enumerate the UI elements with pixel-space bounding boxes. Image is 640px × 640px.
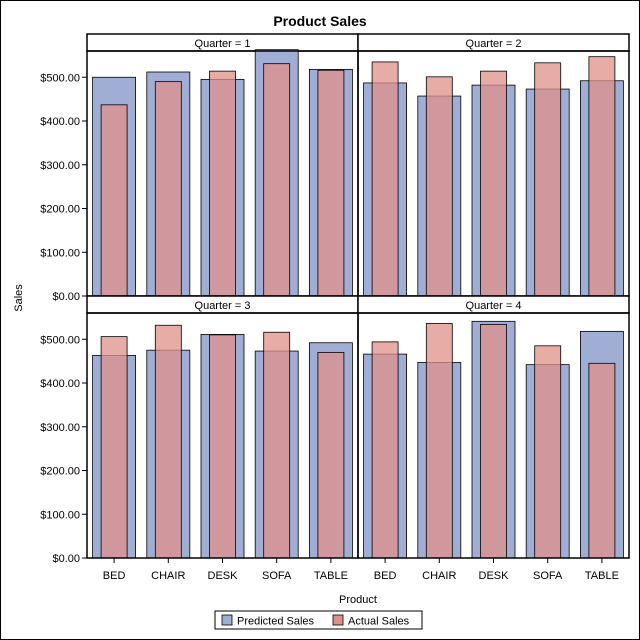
x-tick-label-sofa: SOFA	[262, 570, 292, 582]
y-tick-label: $500.00	[40, 334, 80, 346]
x-tick-label-chair: CHAIR	[422, 570, 456, 582]
x-tick-label-table: TABLE	[585, 570, 619, 582]
bar-actual-chair	[154, 324, 182, 559]
legend-entry-label: Predicted Sales	[237, 616, 315, 628]
panel-label: Quarter = 4	[466, 300, 522, 312]
legend: Predicted Sales Actual Sales	[214, 610, 423, 630]
bar-actual-sofa	[263, 63, 291, 297]
bar-actual-sofa	[263, 331, 291, 559]
panel-quarter-1: Quarter = 1	[86, 33, 359, 297]
y-tick-label: $300.00	[40, 160, 80, 172]
y-tick-label: $300.00	[40, 422, 80, 434]
panel-label: Quarter = 1	[195, 38, 251, 50]
panel-grid: Quarter = 1 Quarter = 2 Quarter = 3 Quarter…	[86, 33, 630, 559]
bar-actual-sofa	[534, 62, 562, 297]
x-tick-label-desk: DESK	[208, 570, 239, 582]
x-tick-label-table: TABLE	[314, 570, 348, 582]
y-tick-label: $0.00	[52, 553, 80, 565]
y-axis-label: Sales	[13, 284, 25, 312]
panel-label: Quarter = 3	[195, 300, 251, 312]
x-axis-label: Product	[339, 594, 377, 606]
bar-actual-bed	[371, 61, 399, 297]
bar-actual-table	[588, 362, 616, 559]
x-tick-label-bed: BED	[103, 570, 126, 582]
x-tick-label-desk: DESK	[479, 570, 510, 582]
y-tick-label: $0.00	[52, 291, 80, 303]
x-tick-label-bed: BED	[374, 570, 397, 582]
bar-actual-bed	[100, 104, 128, 297]
y-tick-label: $400.00	[40, 116, 80, 128]
axes: $0.00 $100.00 $200.00 $300.00 $400.00 $500.00…	[40, 72, 619, 582]
y-tick-label: $500.00	[40, 72, 80, 84]
x-tick-label-chair: CHAIR	[151, 570, 185, 582]
panel-quarter-2: Quarter = 2	[357, 33, 630, 297]
y-tick-label: $400.00	[40, 378, 80, 390]
panel-quarter-4: Quarter = 4	[357, 295, 630, 559]
y-tick-label: $100.00	[40, 247, 80, 259]
legend-swatch	[221, 614, 233, 626]
panel-label: Quarter = 2	[466, 38, 522, 50]
bar-actual-bed	[100, 336, 128, 559]
bar-actual-table	[588, 56, 616, 297]
bar-actual-sofa	[534, 345, 562, 559]
bar-actual-desk	[480, 323, 507, 559]
bar-actual-chair	[154, 81, 182, 297]
chart-title: Product Sales	[273, 13, 367, 29]
bar-actual-table	[317, 351, 345, 559]
bar-actual-chair	[425, 323, 453, 559]
bar-actual-table	[317, 69, 345, 297]
bar-actual-desk	[209, 70, 236, 297]
legend-box	[214, 610, 423, 630]
y-tick-label: $200.00	[40, 466, 80, 478]
panel-quarter-3: Quarter = 3	[86, 295, 359, 559]
bar-actual-bed	[371, 341, 399, 559]
y-tick-label: $200.00	[40, 204, 80, 216]
bar-actual-desk	[209, 334, 236, 559]
bar-actual-chair	[425, 76, 453, 297]
y-tick-label: $100.00	[40, 509, 80, 521]
legend-entry-label: Actual Sales	[348, 616, 410, 628]
legend-swatch	[332, 614, 344, 626]
bar-actual-desk	[480, 70, 507, 297]
x-tick-label-sofa: SOFA	[533, 570, 563, 582]
